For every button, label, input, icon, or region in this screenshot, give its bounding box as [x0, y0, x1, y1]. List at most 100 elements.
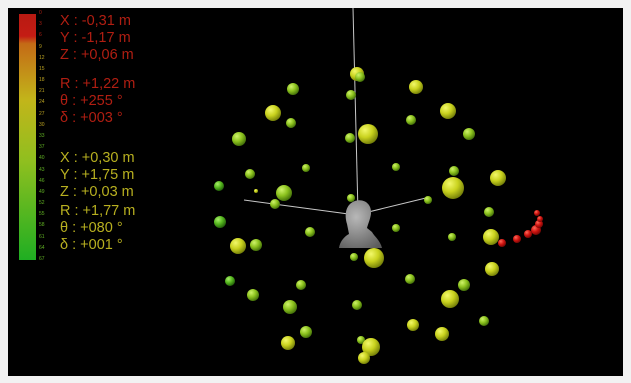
speaker-sphere — [485, 262, 499, 276]
source-a-x: X : -0,31 m — [60, 13, 131, 29]
level-scale-tick: 6 — [39, 32, 42, 39]
source-b-cartesian: X : +0,30 m Y : +1,75 m Z : +0,03 m — [60, 150, 135, 201]
level-scale-tick: 24 — [39, 99, 45, 106]
level-scale-bar — [19, 14, 36, 260]
source-a-trail-sphere — [513, 235, 521, 243]
level-scale-tick: 33 — [39, 133, 45, 139]
speaker-sphere — [245, 169, 255, 179]
speaker-sphere — [479, 316, 489, 326]
source-b-polar: R : +1,77 m θ : +080 ° δ : +001 ° — [60, 203, 135, 254]
speaker-sphere — [392, 163, 400, 171]
speaker-spheres-front — [225, 210, 543, 364]
speaker-sphere — [300, 326, 312, 338]
speaker-sphere — [350, 253, 358, 261]
source-a-trail-sphere — [534, 210, 540, 216]
speaker-sphere — [357, 336, 365, 344]
speaker-sphere — [490, 170, 506, 186]
speaker-sphere — [440, 103, 456, 119]
speaker-sphere — [441, 290, 459, 308]
speaker-sphere — [265, 105, 281, 121]
speaker-sphere — [250, 239, 262, 251]
level-scale-tick: 61 — [39, 233, 45, 240]
speaker-sphere — [281, 336, 295, 350]
speaker-sphere — [358, 124, 378, 144]
source-a-polar: R : +1,22 m θ : +255 ° δ : +003 ° — [60, 76, 135, 127]
level-scale-tick: 52 — [39, 200, 45, 207]
speaker-sphere — [296, 280, 306, 290]
speaker-sphere — [283, 300, 297, 314]
speaker-sphere — [449, 166, 459, 176]
level-scale-tick: 64 — [39, 244, 45, 251]
viewport-3d[interactable]: 0 3 6 9 12 15 18 21 24 27 30 33 37 40 43 46 49 52 55 58 61 64… — [8, 8, 623, 376]
level-scale-tick: 12 — [39, 54, 45, 61]
speaker-sphere — [232, 132, 246, 146]
speaker-sphere — [406, 115, 416, 125]
level-scale-tick: 21 — [39, 88, 45, 95]
source-b-delta: δ : +001 ° — [60, 237, 123, 253]
speaker-sphere — [347, 194, 355, 202]
level-scale-tick: 15 — [39, 65, 45, 72]
speaker-sphere — [355, 72, 365, 82]
source-b-theta: θ : +080 ° — [60, 220, 123, 236]
speaker-sphere — [458, 279, 470, 291]
level-scale-tick: 30 — [39, 121, 45, 128]
source-a-theta: θ : +255 ° — [60, 93, 123, 109]
level-scale-tick: 37 — [39, 144, 45, 151]
level-scale-ticks: 0 3 6 9 12 15 18 21 24 27 30 33 37 40 43 46 49 52 55 58 61 64… — [39, 11, 53, 263]
speaker-sphere — [286, 118, 296, 128]
speaker-sphere — [463, 128, 475, 140]
source-a-trail-sphere — [524, 230, 532, 238]
level-scale-tick: 43 — [39, 166, 45, 173]
speaker-sphere — [424, 196, 432, 204]
level-scale-tick: 58 — [39, 222, 45, 229]
level-scale-tick: 49 — [39, 188, 45, 195]
level-scale-tick: 55 — [39, 211, 45, 218]
speaker-sphere — [345, 133, 355, 143]
listener-head-icon — [339, 200, 382, 248]
axis-line-vertical — [352, 8, 359, 214]
source-b-sphere[interactable] — [483, 229, 499, 245]
axis-line-left — [243, 199, 357, 216]
speaker-sphere — [364, 248, 384, 268]
source-a-z: Z : +0,06 m — [60, 47, 134, 63]
level-scale-gradient — [19, 14, 36, 260]
speaker-sphere — [352, 300, 362, 310]
speaker-sphere — [407, 319, 419, 331]
speaker-sphere — [484, 207, 494, 217]
level-scale-tick: 40 — [39, 155, 45, 162]
source-b-y: Y : +1,75 m — [60, 167, 135, 183]
source-a-r: R : +1,22 m — [60, 76, 136, 92]
speaker-sphere — [435, 327, 449, 341]
speaker-sphere — [448, 233, 456, 241]
level-scale-tick: 0 — [39, 10, 42, 16]
level-scale-tick: 3 — [39, 21, 42, 28]
speaker-sphere — [442, 177, 464, 199]
speaker-sphere — [346, 90, 356, 100]
speaker-sphere — [276, 185, 292, 201]
speaker-sphere — [230, 238, 246, 254]
speaker-sphere — [287, 83, 299, 95]
speaker-sphere — [214, 181, 224, 191]
speaker-sphere — [362, 338, 380, 356]
speaker-sphere — [305, 227, 315, 237]
speaker-spheres — [214, 67, 506, 254]
speaker-sphere — [405, 274, 415, 284]
speaker-sphere — [392, 224, 400, 232]
source-a-trail-sphere — [535, 220, 543, 228]
source-a-trail-sphere — [537, 216, 543, 222]
speaker-sphere — [214, 216, 226, 228]
speaker-sphere — [254, 189, 258, 193]
level-scale-tick: 18 — [39, 77, 45, 84]
source-b-x: X : +0,30 m — [60, 150, 135, 166]
source-a-cartesian: X : -0,31 m Y : -1,17 m Z : +0,06 m — [60, 13, 134, 64]
speaker-sphere — [225, 276, 235, 286]
source-a-y: Y : -1,17 m — [60, 30, 131, 46]
scene-canvas[interactable] — [8, 8, 623, 376]
speaker-sphere — [247, 289, 259, 301]
speaker-sphere — [270, 199, 280, 209]
level-scale-tick: 67 — [39, 256, 45, 262]
speaker-sphere — [302, 164, 310, 172]
level-scale-tick: 27 — [39, 110, 45, 117]
speaker-sphere — [409, 80, 423, 94]
speaker-sphere — [358, 352, 370, 364]
